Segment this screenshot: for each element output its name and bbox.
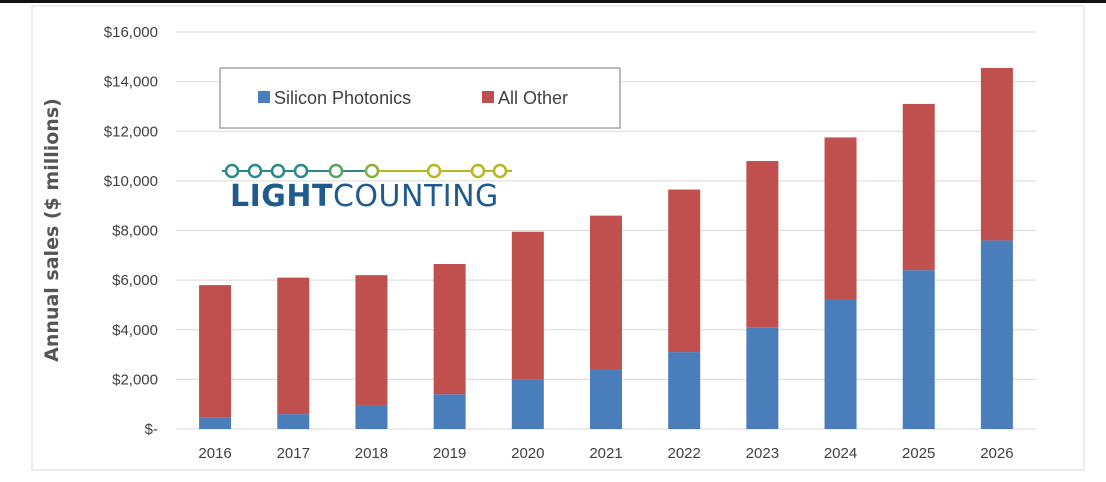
logo-dot bbox=[492, 163, 508, 179]
bar-silicon-photonics-2016 bbox=[199, 417, 232, 429]
x-tick-label: 2018 bbox=[355, 445, 388, 462]
lightcounting-logo: LIGHTCOUNTING bbox=[222, 163, 512, 214]
y-axis-label: Annual sales ($ millions) bbox=[41, 98, 63, 362]
y-tick-label: $6,000 bbox=[112, 272, 158, 289]
logo-wordmark-rest: COUNTING bbox=[333, 179, 499, 214]
logo-dot bbox=[224, 163, 240, 179]
logo-dot bbox=[328, 163, 344, 179]
y-tick-label: $10,000 bbox=[104, 173, 158, 190]
legend-label-all-other: All Other bbox=[498, 88, 568, 108]
bar-silicon-photonics-2025 bbox=[902, 270, 935, 429]
bar-silicon-photonics-2026 bbox=[980, 240, 1013, 429]
bar-silicon-photonics-2022 bbox=[668, 352, 701, 429]
bar-all-other-2021 bbox=[590, 215, 622, 370]
logo-dot bbox=[247, 163, 263, 179]
y-tick-label: $8,000 bbox=[112, 223, 158, 240]
y-tick-label: $2,000 bbox=[112, 371, 158, 388]
chart-frame bbox=[31, 5, 1085, 471]
x-tick-label: 2019 bbox=[433, 445, 466, 462]
top-border bbox=[0, 0, 1106, 3]
y-tick-label: $16,000 bbox=[104, 24, 158, 41]
bar-silicon-photonics-2018 bbox=[355, 405, 388, 429]
x-tick-label: 2024 bbox=[824, 445, 857, 462]
x-tick-label: 2020 bbox=[511, 445, 544, 462]
bar-all-other-2018 bbox=[355, 275, 388, 406]
bars bbox=[199, 67, 1013, 429]
bar-silicon-photonics-2020 bbox=[511, 379, 544, 429]
x-tick-label: 2023 bbox=[746, 445, 779, 462]
x-tick-label: 2026 bbox=[980, 445, 1013, 462]
y-tick-label: $- bbox=[145, 421, 158, 438]
x-tick-labels: 2016 2017 2018 2019 2020 2021 2022 2023 2024 2025… bbox=[198, 445, 1013, 462]
legend: Silicon Photonics All Other bbox=[219, 67, 621, 129]
y-tick-label: $4,000 bbox=[112, 322, 158, 339]
legend-swatch-all-other bbox=[482, 91, 494, 103]
logo-wordmark: LIGHTCOUNTING bbox=[230, 179, 499, 214]
bar-silicon-photonics-2017 bbox=[277, 414, 310, 429]
logo-dot bbox=[426, 163, 442, 179]
legend-swatch-silicon-photonics bbox=[258, 91, 270, 103]
bar-all-other-2017 bbox=[277, 277, 310, 415]
logo-dot bbox=[364, 163, 380, 179]
y-tick-label: $14,000 bbox=[104, 74, 158, 91]
legend-box bbox=[219, 67, 621, 129]
bar-all-other-2024 bbox=[824, 137, 857, 300]
bar-all-other-2026 bbox=[980, 67, 1013, 241]
bar-all-other-2020 bbox=[511, 231, 544, 380]
y-tick-labels: $- $2,000 $4,000 $6,000 $8,000 $10,000 $12,000… bbox=[104, 24, 158, 438]
bar-all-other-2022 bbox=[668, 189, 701, 353]
x-tick-label: 2017 bbox=[277, 445, 310, 462]
logo-dot bbox=[293, 163, 309, 179]
bar-all-other-2016 bbox=[199, 285, 232, 418]
logo-dot bbox=[470, 163, 486, 179]
x-tick-label: 2016 bbox=[198, 445, 231, 462]
logo-dot bbox=[270, 163, 286, 179]
bar-silicon-photonics-2024 bbox=[824, 299, 857, 429]
bar-all-other-2025 bbox=[902, 103, 935, 271]
x-tick-label: 2021 bbox=[589, 445, 622, 462]
x-tick-label: 2022 bbox=[667, 445, 700, 462]
bar-silicon-photonics-2019 bbox=[433, 394, 466, 429]
legend-label-silicon-photonics: Silicon Photonics bbox=[274, 88, 411, 108]
x-tick-label: 2025 bbox=[902, 445, 935, 462]
bar-silicon-photonics-2021 bbox=[590, 369, 622, 429]
logo-wordmark-bold: LIGHT bbox=[230, 179, 333, 214]
bar-all-other-2019 bbox=[433, 263, 466, 395]
bar-silicon-photonics-2023 bbox=[746, 327, 779, 429]
bar-all-other-2023 bbox=[746, 161, 779, 328]
y-tick-label: $12,000 bbox=[104, 123, 158, 140]
